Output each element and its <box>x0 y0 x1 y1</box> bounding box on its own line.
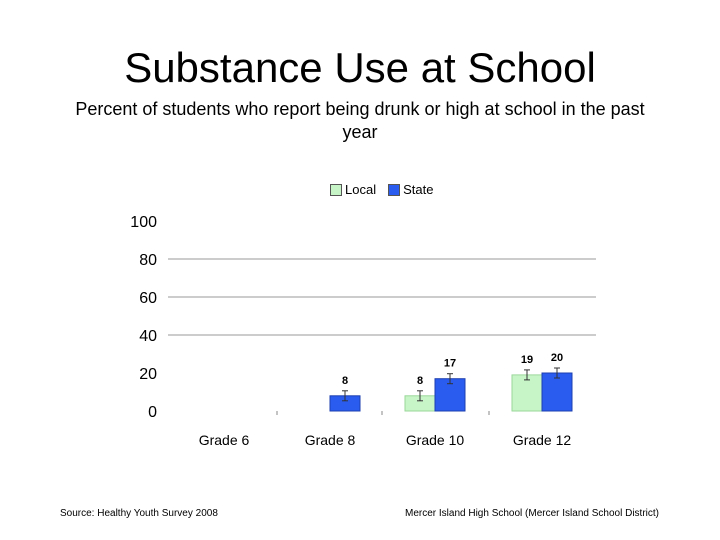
x-tick-label: Grade 6 <box>199 432 250 448</box>
legend-label-local: Local <box>345 182 377 197</box>
y-tick-label: 40 <box>139 328 157 345</box>
y-tick-label: 20 <box>139 366 157 383</box>
x-tick-label: Grade 10 <box>406 432 465 448</box>
x-tick-label: Grade 8 <box>305 432 356 448</box>
data-label: 8 <box>342 375 348 387</box>
y-tick-label: 100 <box>130 214 157 231</box>
legend: Local State <box>330 182 439 197</box>
legend-item-state: State <box>388 182 433 197</box>
school-note: Mercer Island High School (Mercer Island… <box>405 508 659 519</box>
legend-item-local: Local <box>330 182 376 197</box>
data-label: 8 <box>417 375 423 387</box>
data-label: 19 <box>521 354 533 366</box>
y-tick-label: 60 <box>139 290 157 307</box>
source-note: Source: Healthy Youth Survey 2008 <box>60 508 218 519</box>
legend-swatch-state <box>388 183 401 196</box>
chart-title: Substance Use at School <box>124 44 596 91</box>
bar-state <box>541 372 573 412</box>
chart-subtitle: Percent of students who report being dru… <box>75 99 645 142</box>
legend-label-state: State <box>403 182 434 197</box>
y-tick-label: 0 <box>148 404 157 421</box>
x-tick-label: Grade 12 <box>513 432 572 448</box>
legend-swatch-local <box>330 183 342 196</box>
y-tick-label: 80 <box>139 252 157 269</box>
data-label: 17 <box>444 358 456 370</box>
data-label: 20 <box>551 352 563 364</box>
